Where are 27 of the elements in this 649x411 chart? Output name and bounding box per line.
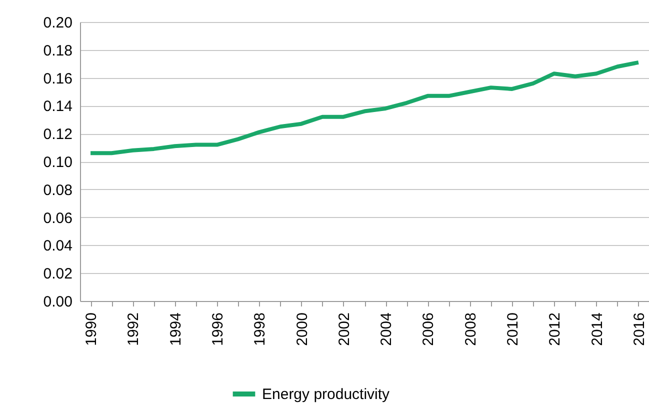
y-tick-label: 0.20 xyxy=(43,14,72,32)
x-tick-label: 2016 xyxy=(630,312,648,346)
x-tick-label: 2000 xyxy=(294,312,311,346)
y-tick-label: 0.18 xyxy=(43,42,72,60)
x-tick-label: 1992 xyxy=(125,312,142,346)
y-tick-label: 0.16 xyxy=(43,70,72,88)
x-tick-label: 1996 xyxy=(209,312,226,346)
y-tick-label: 0.02 xyxy=(43,266,72,283)
y-tick-label: 0.08 xyxy=(43,182,72,199)
x-tick-label: 1990 xyxy=(83,312,100,346)
x-tick-label: 2012 xyxy=(546,312,564,346)
x-tick-label: 2008 xyxy=(462,312,480,346)
y-tick-label: 0.06 xyxy=(43,210,72,227)
x-tick-label: 2004 xyxy=(378,312,396,346)
x-tick-label: 1998 xyxy=(252,312,269,346)
x-tick-label: 1994 xyxy=(167,312,184,346)
y-tick-label: 0.12 xyxy=(43,126,72,144)
y-tick-label: 0.00 xyxy=(43,294,72,310)
y-tick-label: 0.04 xyxy=(43,238,72,255)
x-tick-label: 2014 xyxy=(588,312,606,346)
legend-label: Energy productivity xyxy=(262,386,390,403)
x-tick-label: 2002 xyxy=(336,312,353,346)
line-series xyxy=(88,60,640,156)
y-tick-label: 0.10 xyxy=(43,154,72,171)
y-tick-label: 0.14 xyxy=(43,98,72,116)
x-tick-label: 2006 xyxy=(420,312,438,346)
x-tick-label: 2010 xyxy=(504,312,522,346)
